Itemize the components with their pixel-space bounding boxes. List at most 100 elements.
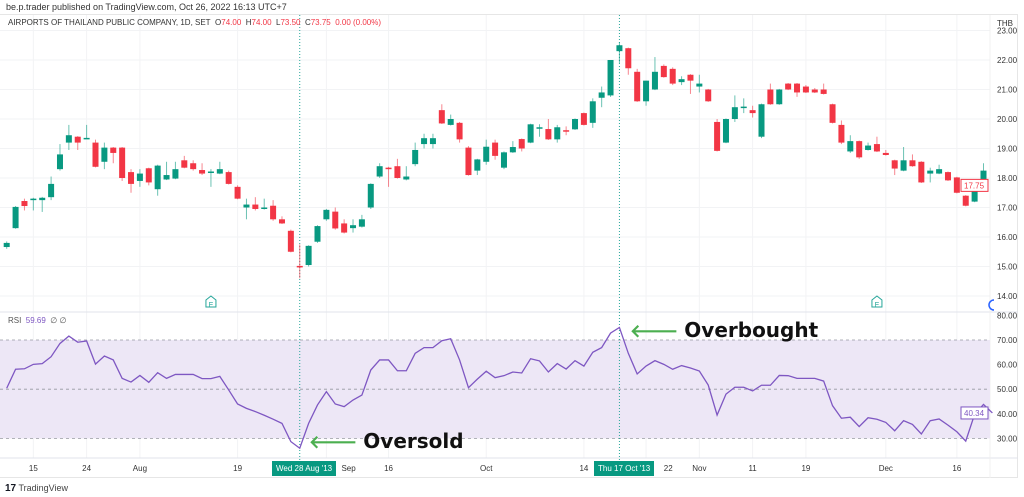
- candle-up[interactable]: [598, 92, 605, 98]
- candle-up[interactable]: [39, 197, 46, 201]
- candle-down[interactable]: [660, 65, 667, 78]
- candle-up[interactable]: [740, 106, 747, 109]
- candle-up[interactable]: [572, 119, 579, 130]
- candle-down[interactable]: [332, 211, 339, 229]
- candle-up[interactable]: [412, 149, 419, 165]
- candle-down[interactable]: [465, 147, 472, 176]
- candle-up[interactable]: [758, 104, 765, 137]
- candle-down[interactable]: [767, 89, 774, 105]
- candle-up[interactable]: [136, 173, 143, 181]
- candle-up[interactable]: [980, 170, 987, 180]
- candle-down[interactable]: [820, 89, 827, 94]
- candle-down[interactable]: [145, 168, 152, 183]
- candle-up[interactable]: [429, 138, 436, 145]
- candle-down[interactable]: [909, 160, 916, 167]
- candle-up[interactable]: [936, 169, 943, 174]
- candle-down[interactable]: [625, 48, 632, 69]
- candle-up[interactable]: [30, 198, 37, 201]
- candle-down[interactable]: [856, 141, 863, 158]
- candle-down[interactable]: [785, 83, 792, 90]
- candle-up[interactable]: [554, 127, 561, 140]
- candle-up[interactable]: [731, 107, 738, 119]
- candle-down[interactable]: [714, 121, 721, 151]
- candle-up[interactable]: [971, 182, 978, 202]
- candle-up[interactable]: [12, 206, 19, 229]
- candle-down[interactable]: [287, 230, 294, 252]
- candle-down[interactable]: [802, 86, 809, 93]
- candle-down[interactable]: [794, 83, 801, 93]
- candle-up[interactable]: [900, 160, 907, 171]
- candle-up[interactable]: [243, 204, 250, 208]
- candle-down[interactable]: [705, 89, 712, 102]
- candle-up[interactable]: [172, 169, 179, 179]
- candle-down[interactable]: [563, 130, 570, 132]
- candle-down[interactable]: [749, 110, 756, 114]
- candle-down[interactable]: [891, 160, 898, 169]
- candle-up[interactable]: [367, 183, 374, 208]
- candle-up[interactable]: [607, 60, 614, 96]
- candle-down[interactable]: [669, 68, 676, 84]
- candle-up[interactable]: [358, 219, 365, 227]
- candle-down[interactable]: [944, 172, 951, 181]
- candle-down[interactable]: [128, 172, 135, 184]
- candle-down[interactable]: [270, 205, 277, 220]
- candle-down[interactable]: [234, 186, 241, 199]
- candle-up[interactable]: [536, 127, 543, 129]
- candle-up[interactable]: [56, 154, 63, 170]
- rsi-legend[interactable]: RSI 59.69 ∅ ∅: [8, 316, 66, 325]
- candle-up[interactable]: [3, 242, 10, 248]
- candle-up[interactable]: [48, 183, 55, 198]
- candle-up[interactable]: [403, 176, 410, 180]
- candle-up[interactable]: [643, 80, 650, 102]
- candle-down[interactable]: [545, 129, 552, 140]
- candle-down[interactable]: [953, 177, 960, 193]
- candle-down[interactable]: [341, 223, 348, 233]
- candle-down[interactable]: [918, 161, 925, 183]
- candle-up[interactable]: [207, 171, 214, 174]
- candle-down[interactable]: [962, 195, 969, 206]
- candle-up[interactable]: [376, 166, 383, 177]
- candle-up[interactable]: [305, 245, 312, 266]
- candle-up[interactable]: [651, 71, 658, 90]
- candle-down[interactable]: [181, 160, 188, 168]
- candle-up[interactable]: [722, 119, 729, 143]
- candle-down[interactable]: [829, 104, 836, 123]
- candle-up[interactable]: [65, 135, 72, 143]
- candle-down[interactable]: [438, 110, 445, 124]
- candle-down[interactable]: [385, 167, 392, 170]
- candle-down[interactable]: [687, 74, 694, 81]
- candle-up[interactable]: [447, 119, 454, 125]
- candle-up[interactable]: [163, 175, 170, 180]
- candle-up[interactable]: [927, 170, 934, 174]
- candle-down[interactable]: [296, 265, 303, 268]
- candle-up[interactable]: [314, 226, 321, 242]
- candle-down[interactable]: [110, 147, 117, 153]
- earnings-icon[interactable]: [871, 295, 883, 308]
- candle-up[interactable]: [589, 101, 596, 123]
- candle-up[interactable]: [616, 45, 623, 52]
- candle-up[interactable]: [776, 89, 783, 105]
- candle-up[interactable]: [83, 137, 90, 140]
- candle-up[interactable]: [474, 159, 481, 171]
- candle-up[interactable]: [101, 147, 108, 162]
- candle-down[interactable]: [21, 201, 28, 207]
- candle-down[interactable]: [199, 170, 206, 174]
- candle-down[interactable]: [225, 172, 232, 184]
- earnings-icon[interactable]: [205, 295, 217, 308]
- scroll-to-realtime-icon[interactable]: [988, 299, 995, 311]
- candle-down[interactable]: [74, 136, 81, 143]
- candle-up[interactable]: [323, 209, 330, 220]
- candle-down[interactable]: [873, 144, 880, 152]
- candle-up[interactable]: [527, 124, 534, 143]
- candle-up[interactable]: [509, 147, 516, 153]
- candle-up[interactable]: [865, 145, 872, 150]
- candle-down[interactable]: [456, 122, 463, 140]
- candle-up[interactable]: [261, 207, 268, 210]
- candle-down[interactable]: [278, 219, 285, 224]
- candle-up[interactable]: [483, 146, 490, 162]
- candle-up[interactable]: [500, 152, 507, 168]
- candle-up[interactable]: [678, 79, 685, 83]
- candle-up[interactable]: [847, 141, 854, 152]
- candle-down[interactable]: [811, 89, 818, 93]
